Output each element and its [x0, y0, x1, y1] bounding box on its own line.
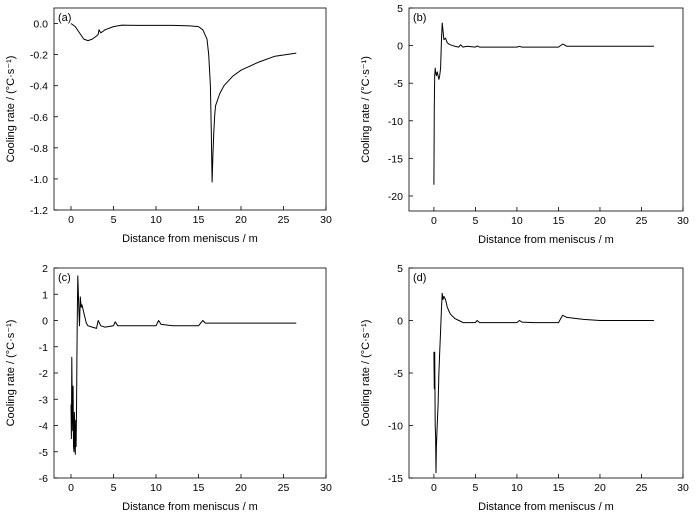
- y-axis-label-d: Cooling rate / (°C·s⁻¹): [360, 320, 372, 427]
- plot-frame-b: [408, 7, 684, 212]
- y-tick-label-b-2: -5: [394, 78, 403, 90]
- y-tick-label-a-4: -0.8: [30, 143, 48, 155]
- plot-frame-a: [53, 7, 327, 211]
- y-tick-label-b-5: -20: [388, 191, 403, 203]
- y-tick-label-a-2: -0.4: [30, 81, 48, 93]
- y-tick-label-c-7: -5: [39, 447, 48, 459]
- plot-frame-c: [53, 267, 327, 479]
- panel-label-c: (c): [58, 272, 71, 284]
- cooling-rate-line-a: [70, 23, 297, 183]
- x-tick-label-a-4: 20: [235, 214, 247, 226]
- y-tick-label-a-5: -1.0: [30, 174, 48, 186]
- x-axis-label-d: Distance from meniscus / m: [478, 501, 614, 513]
- y-tick-label-c-1: 1: [42, 289, 48, 301]
- y-tick-label-d-2: -5: [394, 368, 403, 380]
- y-tick-label-c-8: -6: [39, 473, 48, 485]
- x-tick-label-b-0: 0: [431, 215, 437, 227]
- x-axis-label-b: Distance from meniscus / m: [478, 234, 614, 246]
- x-tick-label-c-4: 20: [235, 482, 247, 494]
- chart-panel-b: 0 5 10 15 20 25 30 5 0 -5 -10 -15 -20 Distance from m…: [360, 3, 689, 246]
- x-tick-label-d-5: 25: [636, 482, 648, 494]
- y-tick-label-b-0: 5: [397, 3, 403, 15]
- chart-panel-d: 0 5 10 15 20 25 30 5 0 -5 -10 -15 Distance from meni…: [360, 263, 689, 513]
- panel-label-d: (d): [413, 272, 426, 284]
- x-tick-label-d-2: 10: [511, 482, 523, 494]
- y-tick-label-b-4: -15: [388, 153, 403, 165]
- y-axis-label-b: Cooling rate / (°C·s⁻¹): [360, 56, 372, 163]
- y-tick-label-a-3: -0.6: [30, 112, 48, 124]
- y-tick-label-a-1: -0.2: [30, 50, 48, 62]
- y-tick-label-d-1: 0: [397, 316, 403, 328]
- y-axis-label-a: Cooling rate / (°C·s⁻¹): [5, 56, 17, 163]
- x-tick-label-d-1: 5: [473, 482, 479, 494]
- x-tick-label-b-6: 30: [677, 215, 689, 227]
- x-tick-label-b-3: 15: [553, 215, 565, 227]
- x-axis-label-a: Distance from meniscus / m: [122, 233, 258, 245]
- y-tick-label-b-3: -10: [388, 116, 403, 128]
- x-tick-label-c-1: 5: [111, 482, 117, 494]
- y-tick-label-c-0: 2: [42, 263, 48, 275]
- x-tick-label-d-3: 15: [553, 482, 565, 494]
- panel-label-a: (a): [58, 12, 71, 24]
- x-tick-label-b-1: 5: [473, 215, 479, 227]
- x-tick-label-c-0: 0: [68, 482, 74, 494]
- cooling-rate-line-c: [70, 275, 297, 455]
- y-tick-label-c-2: 0: [42, 316, 48, 328]
- x-tick-label-a-2: 10: [150, 214, 162, 226]
- x-tick-label-d-6: 30: [677, 482, 689, 494]
- y-tick-label-c-3: -1: [39, 342, 48, 354]
- chart-panel-a: 0 5 10 15 20 25 30 0.0 -0.2 -0.4 -0.6 -0.8 -1.0 -1.2 D…: [5, 7, 332, 245]
- y-tick-label-c-5: -3: [39, 394, 48, 406]
- x-tick-label-d-4: 20: [594, 482, 606, 494]
- plot-frame-d: [408, 267, 684, 479]
- x-tick-label-a-5: 25: [278, 214, 290, 226]
- y-tick-label-d-3: -10: [388, 421, 403, 433]
- x-tick-label-c-2: 10: [150, 482, 162, 494]
- x-tick-label-c-5: 25: [278, 482, 290, 494]
- x-tick-label-a-6: 30: [320, 214, 332, 226]
- x-tick-label-b-5: 25: [636, 215, 648, 227]
- x-tick-label-b-2: 10: [511, 215, 523, 227]
- y-tick-label-a-0: 0.0: [33, 19, 48, 31]
- x-tick-label-c-3: 15: [193, 482, 205, 494]
- x-tick-label-d-0: 0: [431, 482, 437, 494]
- y-tick-label-c-4: -2: [39, 368, 48, 380]
- y-tick-label-c-6: -4: [39, 421, 48, 433]
- y-tick-label-b-1: 0: [397, 41, 403, 53]
- panel-label-b: (b): [413, 12, 426, 24]
- y-tick-label-a-6: -1.2: [30, 205, 48, 217]
- x-tick-label-b-4: 20: [594, 215, 606, 227]
- y-tick-label-d-4: -15: [388, 473, 403, 485]
- x-axis-label-c: Distance from meniscus / m: [122, 501, 258, 513]
- cooling-rate-line-b: [433, 22, 654, 185]
- x-tick-label-a-3: 15: [193, 214, 205, 226]
- x-tick-label-a-1: 5: [111, 214, 117, 226]
- cooling-rate-line-d: [433, 292, 654, 474]
- x-tick-label-a-0: 0: [68, 214, 74, 226]
- y-axis-label-c: Cooling rate / (°C·s⁻¹): [5, 320, 17, 427]
- y-tick-label-d-0: 5: [397, 263, 403, 275]
- x-tick-label-c-6: 30: [320, 482, 332, 494]
